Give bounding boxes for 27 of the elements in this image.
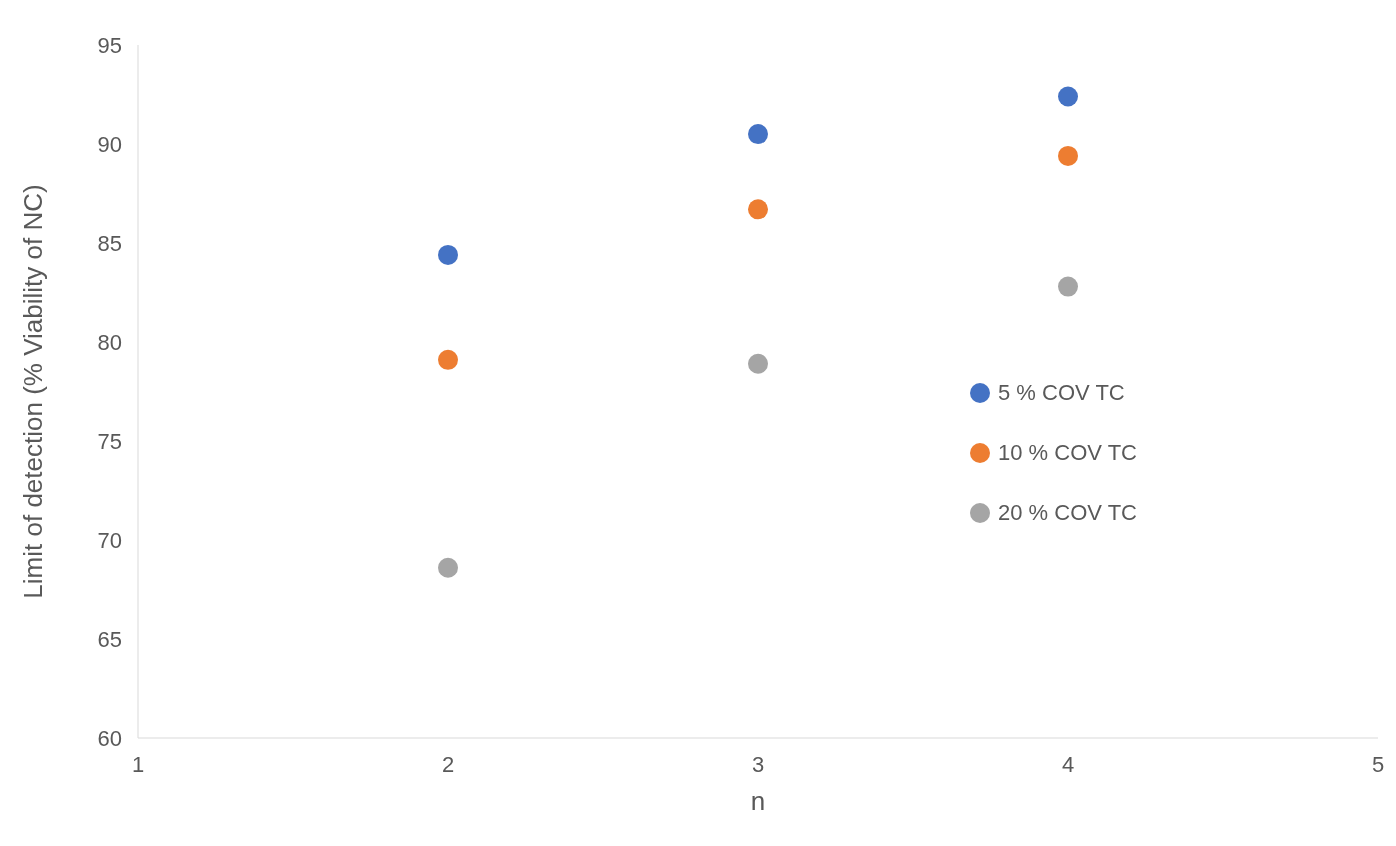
- y-tick-label: 85: [97, 230, 122, 256]
- point: [748, 353, 768, 374]
- x-tick-label: 2: [441, 751, 455, 777]
- x-tick-label: 4: [1061, 751, 1075, 777]
- point: [1058, 145, 1078, 166]
- y-tick-label: 60: [97, 725, 122, 751]
- y-tick-label: 90: [97, 131, 122, 157]
- legend-label: 10 % COV TC: [998, 440, 1137, 466]
- y-tick-label: 65: [97, 626, 122, 652]
- y-tick-label: 80: [97, 329, 122, 355]
- x-tick-label: 3: [751, 751, 765, 777]
- legend-label: 20 % COV TC: [998, 500, 1137, 526]
- point: [748, 199, 768, 220]
- y-tick-label: 70: [97, 527, 122, 553]
- point: [748, 124, 768, 145]
- point: [438, 244, 458, 265]
- y-tick-label: 95: [97, 32, 122, 58]
- point: [438, 349, 458, 370]
- legend-label: 5 % COV TC: [998, 380, 1125, 406]
- y-tick-label: 75: [97, 428, 122, 454]
- x-axis-title: n: [750, 786, 766, 816]
- x-tick-label: 1: [131, 751, 145, 777]
- point: [438, 557, 458, 578]
- y-axis-title: Limit of detection (% Viability of NC): [18, 184, 49, 599]
- point: [1058, 86, 1078, 107]
- point: [1058, 276, 1078, 297]
- x-tick-label: 5: [1371, 751, 1385, 777]
